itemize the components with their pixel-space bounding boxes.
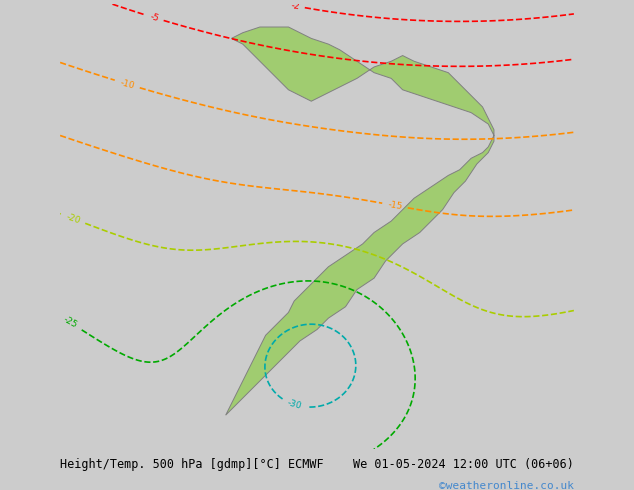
Text: Height/Temp. 500 hPa [gdmp][°C] ECMWF: Height/Temp. 500 hPa [gdmp][°C] ECMWF <box>60 458 324 471</box>
Text: -30: -30 <box>286 398 303 411</box>
Text: -20: -20 <box>65 212 81 225</box>
Text: We 01-05-2024 12:00 UTC (06+06): We 01-05-2024 12:00 UTC (06+06) <box>353 458 574 471</box>
Polygon shape <box>226 27 494 415</box>
Text: -2: -2 <box>290 0 300 11</box>
Text: -25: -25 <box>62 315 79 330</box>
Text: -15: -15 <box>387 200 403 211</box>
Polygon shape <box>60 4 574 449</box>
Text: -10: -10 <box>119 78 136 90</box>
Text: ©weatheronline.co.uk: ©weatheronline.co.uk <box>439 481 574 490</box>
Text: -5: -5 <box>148 12 160 23</box>
